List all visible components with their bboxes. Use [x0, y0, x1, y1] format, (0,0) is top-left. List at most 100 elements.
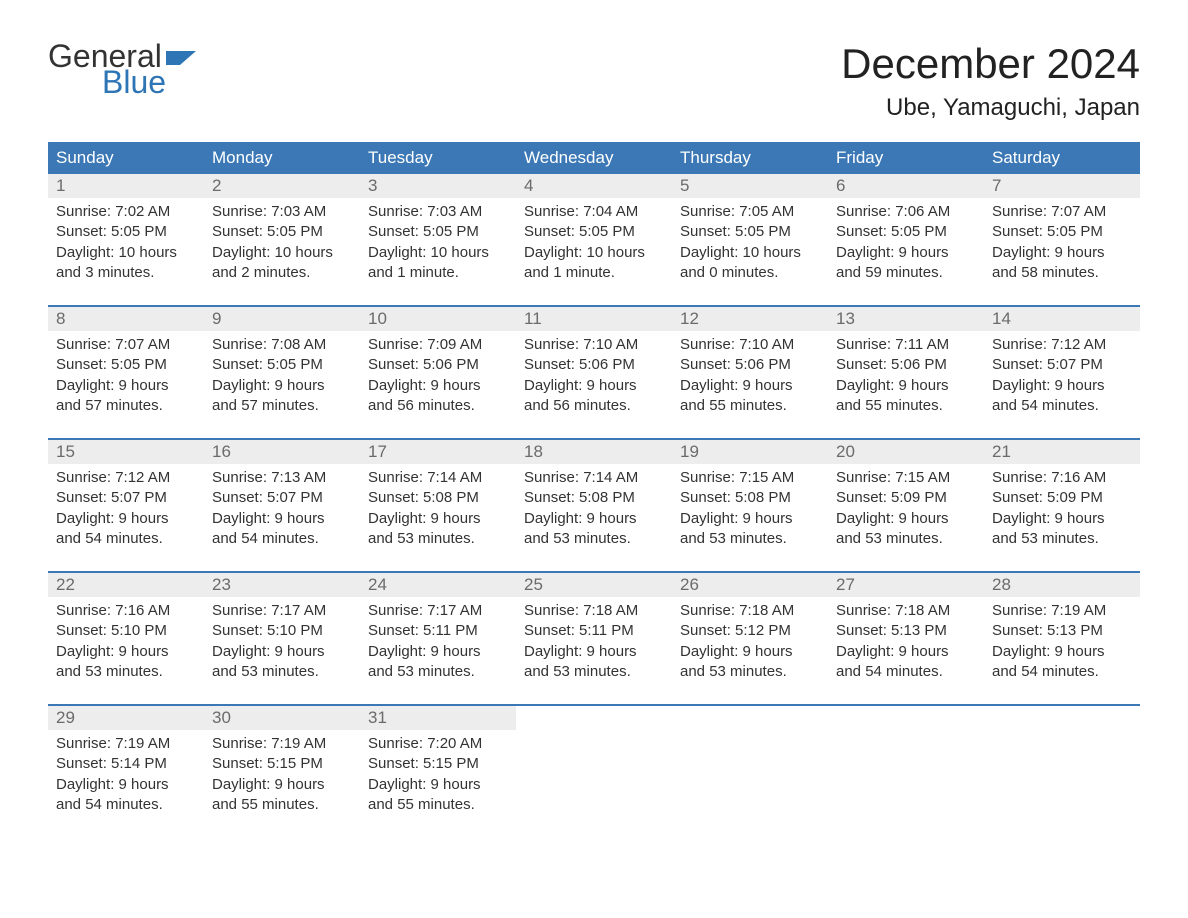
- day-sunrise: Sunrise: 7:09 AM: [368, 335, 508, 355]
- day-number: 23: [212, 575, 231, 594]
- day-number: 7: [992, 176, 1001, 195]
- day-dl1: Daylight: 9 hours: [836, 642, 976, 662]
- day-cell: [828, 706, 984, 825]
- day-dl1: Daylight: 9 hours: [524, 509, 664, 529]
- day-sunrise: Sunrise: 7:14 AM: [368, 468, 508, 488]
- day-number: 12: [680, 309, 699, 328]
- weekday-header: Friday: [828, 142, 984, 174]
- day-cell: 20Sunrise: 7:15 AMSunset: 5:09 PMDayligh…: [828, 440, 984, 559]
- week-row: 15Sunrise: 7:12 AMSunset: 5:07 PMDayligh…: [48, 438, 1140, 559]
- day-sunset: Sunset: 5:15 PM: [368, 754, 508, 774]
- day-dl1: Daylight: 10 hours: [524, 243, 664, 263]
- day-dl2: and 54 minutes.: [56, 529, 196, 549]
- week-row: 22Sunrise: 7:16 AMSunset: 5:10 PMDayligh…: [48, 571, 1140, 692]
- day-dl2: and 56 minutes.: [368, 396, 508, 416]
- day-cell: 22Sunrise: 7:16 AMSunset: 5:10 PMDayligh…: [48, 573, 204, 692]
- day-number: 16: [212, 442, 231, 461]
- day-number: 21: [992, 442, 1011, 461]
- day-sunrise: Sunrise: 7:13 AM: [212, 468, 352, 488]
- day-cell: 2Sunrise: 7:03 AMSunset: 5:05 PMDaylight…: [204, 174, 360, 293]
- day-sunrise: Sunrise: 7:10 AM: [680, 335, 820, 355]
- day-sunrise: Sunrise: 7:11 AM: [836, 335, 976, 355]
- day-number: 18: [524, 442, 543, 461]
- day-dl2: and 55 minutes.: [212, 795, 352, 815]
- day-number: 10: [368, 309, 387, 328]
- weekday-header-row: SundayMondayTuesdayWednesdayThursdayFrid…: [48, 142, 1140, 174]
- day-sunrise: Sunrise: 7:10 AM: [524, 335, 664, 355]
- day-cell: 19Sunrise: 7:15 AMSunset: 5:08 PMDayligh…: [672, 440, 828, 559]
- day-dl2: and 58 minutes.: [992, 263, 1132, 283]
- day-number: 8: [56, 309, 65, 328]
- day-sunrise: Sunrise: 7:05 AM: [680, 202, 820, 222]
- day-cell: 27Sunrise: 7:18 AMSunset: 5:13 PMDayligh…: [828, 573, 984, 692]
- day-sunset: Sunset: 5:15 PM: [212, 754, 352, 774]
- day-number: 2: [212, 176, 221, 195]
- day-sunset: Sunset: 5:06 PM: [368, 355, 508, 375]
- day-number: 4: [524, 176, 533, 195]
- day-sunset: Sunset: 5:05 PM: [680, 222, 820, 242]
- weekday-header: Tuesday: [360, 142, 516, 174]
- day-dl1: Daylight: 9 hours: [56, 509, 196, 529]
- day-dl1: Daylight: 9 hours: [680, 376, 820, 396]
- day-cell: [516, 706, 672, 825]
- day-cell: 31Sunrise: 7:20 AMSunset: 5:15 PMDayligh…: [360, 706, 516, 825]
- day-sunrise: Sunrise: 7:12 AM: [992, 335, 1132, 355]
- day-dl1: Daylight: 9 hours: [212, 376, 352, 396]
- day-dl1: Daylight: 9 hours: [836, 509, 976, 529]
- day-number: 6: [836, 176, 845, 195]
- day-dl2: and 53 minutes.: [680, 529, 820, 549]
- day-dl1: Daylight: 9 hours: [524, 642, 664, 662]
- day-number: 20: [836, 442, 855, 461]
- day-sunset: Sunset: 5:05 PM: [212, 355, 352, 375]
- day-sunset: Sunset: 5:05 PM: [212, 222, 352, 242]
- day-sunrise: Sunrise: 7:16 AM: [992, 468, 1132, 488]
- day-sunrise: Sunrise: 7:18 AM: [680, 601, 820, 621]
- day-sunset: Sunset: 5:08 PM: [524, 488, 664, 508]
- day-dl2: and 55 minutes.: [836, 396, 976, 416]
- day-cell: 15Sunrise: 7:12 AMSunset: 5:07 PMDayligh…: [48, 440, 204, 559]
- day-dl2: and 2 minutes.: [212, 263, 352, 283]
- day-dl2: and 55 minutes.: [680, 396, 820, 416]
- day-sunrise: Sunrise: 7:17 AM: [368, 601, 508, 621]
- day-dl2: and 3 minutes.: [56, 263, 196, 283]
- day-dl1: Daylight: 9 hours: [212, 642, 352, 662]
- day-cell: 18Sunrise: 7:14 AMSunset: 5:08 PMDayligh…: [516, 440, 672, 559]
- day-sunrise: Sunrise: 7:19 AM: [992, 601, 1132, 621]
- calendar: SundayMondayTuesdayWednesdayThursdayFrid…: [48, 142, 1140, 825]
- day-dl1: Daylight: 9 hours: [992, 642, 1132, 662]
- day-cell: 13Sunrise: 7:11 AMSunset: 5:06 PMDayligh…: [828, 307, 984, 426]
- day-number: 17: [368, 442, 387, 461]
- day-cell: 3Sunrise: 7:03 AMSunset: 5:05 PMDaylight…: [360, 174, 516, 293]
- day-sunset: Sunset: 5:05 PM: [56, 222, 196, 242]
- day-sunrise: Sunrise: 7:18 AM: [836, 601, 976, 621]
- weekday-header: Monday: [204, 142, 360, 174]
- day-cell: 30Sunrise: 7:19 AMSunset: 5:15 PMDayligh…: [204, 706, 360, 825]
- day-sunrise: Sunrise: 7:03 AM: [368, 202, 508, 222]
- day-sunset: Sunset: 5:05 PM: [836, 222, 976, 242]
- day-dl1: Daylight: 9 hours: [836, 376, 976, 396]
- day-dl1: Daylight: 9 hours: [212, 509, 352, 529]
- day-number: 11: [524, 309, 542, 328]
- weekday-header: Saturday: [984, 142, 1140, 174]
- day-dl2: and 55 minutes.: [368, 795, 508, 815]
- day-cell: 12Sunrise: 7:10 AMSunset: 5:06 PMDayligh…: [672, 307, 828, 426]
- day-number: 19: [680, 442, 699, 461]
- day-dl1: Daylight: 9 hours: [368, 775, 508, 795]
- day-dl1: Daylight: 9 hours: [992, 376, 1132, 396]
- day-sunset: Sunset: 5:14 PM: [56, 754, 196, 774]
- weekday-header: Sunday: [48, 142, 204, 174]
- day-dl2: and 53 minutes.: [368, 529, 508, 549]
- day-number: 14: [992, 309, 1011, 328]
- day-dl2: and 57 minutes.: [212, 396, 352, 416]
- day-number: 28: [992, 575, 1011, 594]
- day-sunrise: Sunrise: 7:18 AM: [524, 601, 664, 621]
- day-dl1: Daylight: 9 hours: [680, 509, 820, 529]
- day-sunset: Sunset: 5:09 PM: [992, 488, 1132, 508]
- day-cell: [672, 706, 828, 825]
- day-sunset: Sunset: 5:10 PM: [212, 621, 352, 641]
- day-sunset: Sunset: 5:13 PM: [992, 621, 1132, 641]
- day-cell: 6Sunrise: 7:06 AMSunset: 5:05 PMDaylight…: [828, 174, 984, 293]
- weekday-header: Wednesday: [516, 142, 672, 174]
- day-cell: 28 Sunrise: 7:19 AMSunset: 5:13 PMDayligh…: [984, 573, 1140, 692]
- day-dl2: and 53 minutes.: [680, 662, 820, 682]
